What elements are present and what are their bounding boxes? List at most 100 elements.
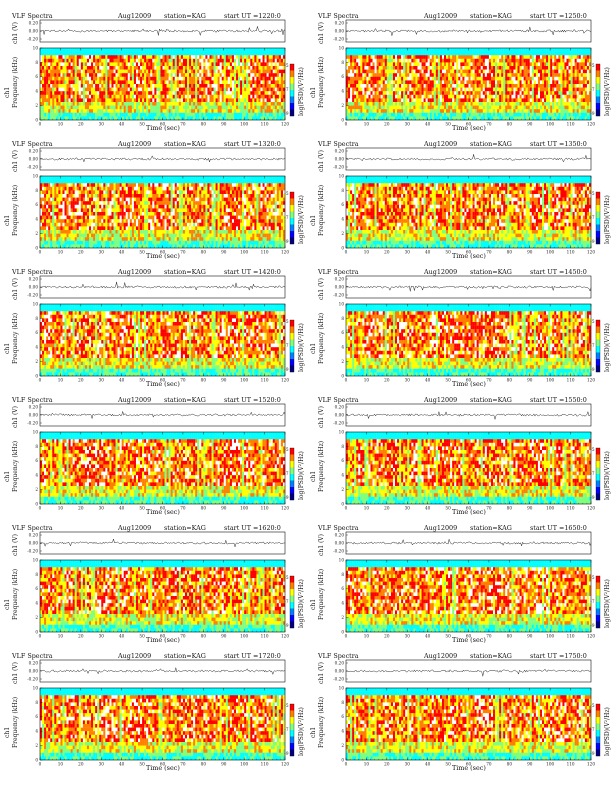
x-tick-label: 90 [221, 634, 227, 639]
x-tick-label: 110 [261, 506, 269, 511]
trace-tick-label: 0.20 [335, 404, 345, 409]
y-tick-label: 2 [341, 231, 344, 236]
x-tick-label: 120 [587, 378, 595, 383]
chart-station: station=KAG [470, 524, 512, 532]
spectrogram-heatmap [346, 304, 592, 377]
spectrogram-plot: 0.200.00-0.200 10 20 30 40 50 60 70 80 90 100 110 12… [333, 19, 601, 127]
colorbar-tick-label: -9 [590, 239, 594, 244]
y-tick-label: 10 [339, 301, 345, 306]
x-tick-label: 80 [507, 506, 513, 511]
chart-start-ut: start UT =1450:0 [530, 268, 587, 276]
spectrogram-plot: 0.200.00-0.200 10 20 30 40 50 60 70 80 90 100 110 12… [333, 275, 601, 383]
colorbar-tick-label: -5 [590, 319, 594, 324]
x-tick-label: 110 [567, 762, 575, 767]
trace-tick-label: -0.20 [333, 548, 344, 553]
y-tick-label: 2 [35, 359, 38, 364]
chart-station: station=KAG [164, 396, 206, 404]
x-tick-label: 0 [345, 634, 348, 639]
x-tick-label: 10 [364, 634, 370, 639]
chart-title: VLF Spectra [318, 396, 359, 404]
x-tick-label: 100 [546, 762, 554, 767]
colorbar-tick-label: -5 [284, 191, 288, 196]
x-tick-label: 0 [39, 378, 42, 383]
colorbar [289, 447, 295, 501]
freq-channel-label: ch1 [4, 599, 11, 610]
y-tick-label: 4 [341, 89, 344, 94]
chart-title: VLF Spectra [318, 652, 359, 660]
colorbar-label: log(PSD)(V²/Hz) [298, 67, 305, 116]
spectrogram-heatmap [40, 688, 286, 761]
x-tick-label: 100 [546, 122, 554, 127]
chart-title: VLF Spectra [318, 268, 359, 276]
colorbar-tick-label: -7 [284, 471, 288, 476]
x-tick-label: 0 [345, 506, 348, 511]
freq-axis-label: Frequency (kHz) [12, 57, 19, 108]
x-tick-label: 100 [240, 378, 248, 383]
colorbar-tick-label: -9 [284, 495, 288, 500]
trace-tick-label: -0.20 [333, 36, 344, 41]
y-tick-label: 2 [35, 487, 38, 492]
colorbar-tick-label: -9 [284, 623, 288, 628]
x-tick-label: 90 [527, 506, 533, 511]
chart-title: VLF Spectra [12, 140, 53, 148]
colorbar [595, 447, 601, 501]
x-tick-label: 30 [405, 250, 411, 255]
y-tick-label: 6 [35, 330, 38, 335]
trace-tick-label: 0.00 [29, 540, 39, 545]
spectrogram-panel: 0.20 0.00 -0.20 0 10 20 30 40 50 60 70 80 90 100 110 12… [0, 2, 306, 132]
y-tick-label: 6 [35, 74, 38, 79]
spectrogram-plot: 0.200.00-0.200 10 20 30 40 50 60 70 80 90 100 110 12… [333, 531, 601, 639]
spectrogram-plot: 0.200.00-0.200 10 20 30 40 50 60 70 80 90 100 110 12… [27, 659, 295, 767]
trace-tick-label: 0.20 [335, 660, 345, 665]
colorbar [595, 703, 601, 757]
colorbar-tick-label: -5 [590, 63, 594, 68]
y-tick-label: 0 [35, 117, 38, 122]
colorbar-tick-label: -7 [284, 599, 288, 604]
y-tick-label: 10 [339, 429, 345, 434]
x-tick-label: 90 [527, 762, 533, 767]
x-tick-label: 50 [445, 634, 451, 639]
x-tick-label: 60 [160, 634, 166, 639]
trace-tick-label: 0.20 [29, 20, 39, 25]
x-tick-label: 110 [567, 122, 575, 127]
chart-start-ut: start UT =1550:0 [530, 396, 587, 404]
x-tick-label: 80 [507, 762, 513, 767]
y-tick-label: 0 [35, 373, 38, 378]
x-tick-label: 120 [281, 122, 289, 127]
x-tick-label: 80 [201, 378, 207, 383]
chart-start-ut: start UT =1650:0 [530, 524, 587, 532]
spectrogram-heatmap [346, 688, 592, 761]
y-tick-label: 4 [35, 345, 38, 350]
chart-date: Aug12009 [118, 12, 151, 20]
x-tick-label: 50 [445, 122, 451, 127]
trace-frame [345, 531, 592, 555]
x-tick-label: 20 [78, 506, 84, 511]
x-tick-label: 50 [445, 506, 451, 511]
trace-line [39, 667, 286, 675]
freq-axis-label: Frequency (kHz) [12, 313, 19, 364]
chart-date: Aug12009 [424, 140, 457, 148]
x-tick-label: 70 [486, 634, 492, 639]
y-tick-label: 2 [341, 615, 344, 620]
x-tick-label: 10 [364, 378, 370, 383]
freq-channel-label: ch1 [310, 727, 317, 738]
x-tick-label: 100 [240, 250, 248, 255]
spectrogram-panel: 0.20 0.00 -0.20 0 10 20 30 40 50 60 70 80 90 100 110 12… [306, 130, 612, 260]
x-tick-label: 110 [567, 378, 575, 383]
x-tick-label: 70 [486, 250, 492, 255]
y-tick-label: 0 [341, 757, 344, 762]
trace-tick-label: -0.20 [333, 420, 344, 425]
trace-line [39, 155, 286, 163]
chart-date: Aug12009 [118, 524, 151, 532]
trace-tick-label: 0.00 [29, 284, 39, 289]
x-tick-label: 20 [78, 634, 84, 639]
x-axis-label: Time (sec) [146, 252, 180, 260]
x-tick-label: 10 [58, 378, 64, 383]
y-tick-label: 2 [35, 231, 38, 236]
colorbar-label: log(PSD)(V²/Hz) [604, 195, 611, 244]
trace-tick-label: -0.20 [333, 164, 344, 169]
trace-axis-label: ch1 (V) [12, 534, 19, 556]
x-tick-label: 120 [281, 506, 289, 511]
x-tick-label: 70 [180, 122, 186, 127]
chart-date: Aug12009 [118, 396, 151, 404]
